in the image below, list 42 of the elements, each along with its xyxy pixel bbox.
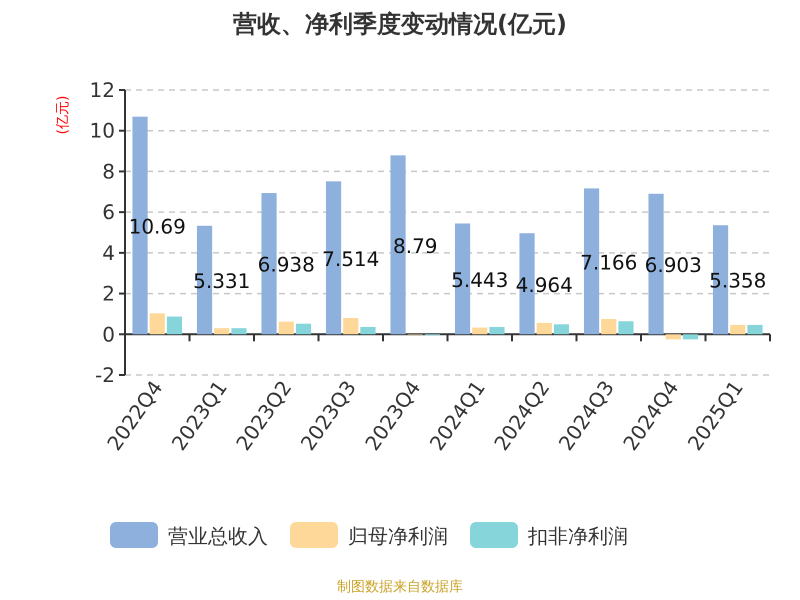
bar xyxy=(747,324,763,334)
y-axis-title: (亿元) xyxy=(55,96,71,134)
y-tick-label: 2 xyxy=(102,282,115,306)
y-tick-label: 4 xyxy=(102,240,115,265)
y-tick-label: 12 xyxy=(90,78,115,102)
data-label: 10.69 xyxy=(128,214,186,238)
data-label: 6.903 xyxy=(644,253,702,278)
data-label: 4.964 xyxy=(516,272,573,297)
bar xyxy=(343,318,358,334)
data-label: 8.79 xyxy=(392,234,438,258)
bar xyxy=(278,322,294,334)
y-tick-label: 6 xyxy=(102,200,115,224)
y-tick-label: 10 xyxy=(90,118,115,143)
bar xyxy=(618,321,634,334)
y-tick-label: -2 xyxy=(95,363,115,387)
data-label: 5.358 xyxy=(709,268,766,293)
bar xyxy=(682,334,698,340)
y-tick-label: 8 xyxy=(102,159,115,184)
bar xyxy=(730,324,746,334)
data-label: 7.514 xyxy=(322,246,380,271)
bar xyxy=(214,328,230,334)
bar xyxy=(296,324,312,334)
bar xyxy=(150,313,165,334)
legend-label: 营业总收入 xyxy=(168,524,268,548)
bar xyxy=(554,324,570,334)
legend-label: 归母净利润 xyxy=(348,524,448,548)
y-tick-label: 0 xyxy=(102,322,115,346)
data-label: 6.938 xyxy=(258,252,315,277)
bar xyxy=(472,328,488,334)
data-label: 5.443 xyxy=(451,268,508,292)
bar xyxy=(666,334,681,340)
data-label: 7.166 xyxy=(580,250,638,274)
bar xyxy=(231,328,247,334)
data-label: 5.331 xyxy=(193,269,250,294)
chart-title: 营收、净利季度变动情况(亿元) xyxy=(232,10,567,38)
bar xyxy=(489,326,505,334)
bar xyxy=(536,322,552,334)
text: 制图数据来自数据库 xyxy=(337,579,463,595)
bar xyxy=(601,319,616,334)
bar xyxy=(360,326,376,334)
legend-label: 扣非净利润 xyxy=(527,524,628,548)
bar xyxy=(166,316,182,334)
